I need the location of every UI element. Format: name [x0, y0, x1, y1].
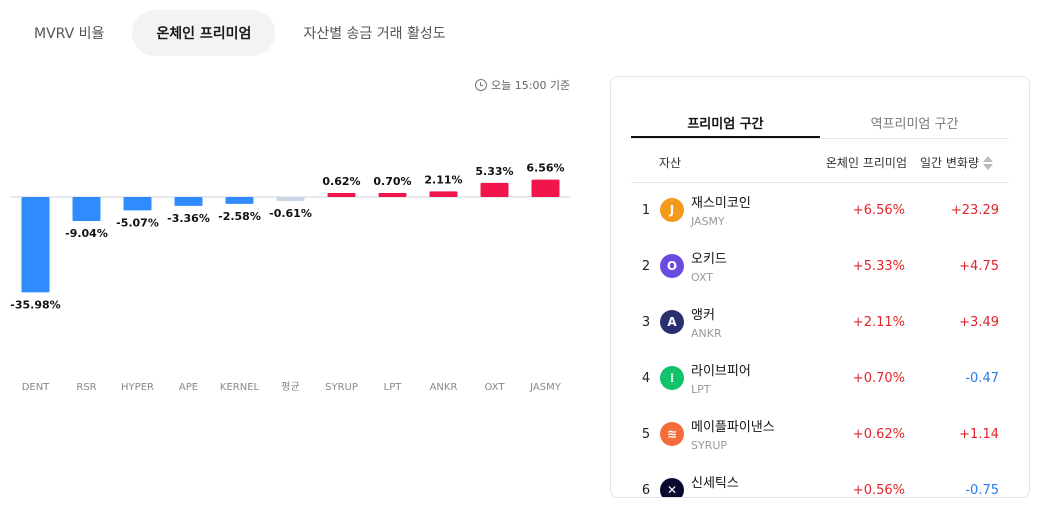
- premium-value: +6.56%: [852, 203, 905, 218]
- bar-평균[interactable]: [276, 197, 305, 201]
- bar-value-label: -0.61%: [269, 207, 312, 220]
- asset-symbol: JASMY: [691, 215, 725, 228]
- asset-name: 메이플파이낸스: [691, 420, 775, 435]
- bar-value-label: 2.11%: [424, 173, 462, 186]
- coin-logo-icon: ✕: [660, 478, 684, 497]
- table-row[interactable]: 5 ≋ 메이플파이낸스 SYRUP +0.62% +1.14: [631, 406, 1009, 462]
- bar-jasmy[interactable]: [531, 179, 560, 197]
- coin-logo-icon: ≋: [660, 422, 684, 446]
- table-row[interactable]: 6 ✕ 신세틱스 SNX +0.56% -0.75: [631, 462, 1009, 498]
- asset-name: 라이브피어: [691, 364, 751, 379]
- premium-ranking-panel: 프리미엄 구간 역프리미엄 구간 자산 온체인 프리미엄 일간 변화량 1 J 재스…: [610, 76, 1030, 498]
- timestamp: 오늘 15:00 기준: [475, 77, 570, 93]
- asset-name: 재스미코인: [691, 196, 751, 211]
- bar-value-label: -2.58%: [218, 210, 261, 223]
- daily-change-value: -0.47: [965, 371, 999, 386]
- header-asset: 자산: [659, 156, 682, 170]
- metric-tabs: MVRV 비율 온체인 프리미엄 자산별 송금 거래 활성도: [10, 10, 470, 56]
- tab-discount-zone[interactable]: 역프리미엄 구간: [870, 117, 959, 132]
- daily-change-value: -0.75: [965, 483, 999, 498]
- timestamp-label: 오늘 15:00 기준: [491, 79, 571, 92]
- premium-value: +5.33%: [852, 259, 905, 274]
- bar-value-label: 0.62%: [322, 175, 360, 188]
- tab-premium-zone[interactable]: 프리미엄 구간: [631, 103, 820, 138]
- bar-lpt[interactable]: [378, 193, 407, 197]
- sort-icon[interactable]: [983, 154, 993, 172]
- x-tick-label: RSR: [76, 382, 96, 393]
- tab-mvrv[interactable]: MVRV 비율: [34, 26, 105, 42]
- table-row[interactable]: 2 O 오키드 OXT +5.33% +4.75: [631, 238, 1009, 294]
- rank: 5: [641, 427, 651, 442]
- rank: 2: [641, 259, 651, 274]
- header-daily-change[interactable]: 일간 변화량: [919, 156, 979, 170]
- coin-logo-icon: A: [660, 310, 684, 334]
- bar-kernel[interactable]: [225, 197, 254, 204]
- asset-symbol: LPT: [691, 383, 711, 396]
- x-tick-label: JASMY: [529, 382, 562, 393]
- rank: 3: [641, 315, 651, 330]
- table-header: 자산 온체인 프리미엄 일간 변화량: [631, 139, 1009, 183]
- x-tick-label: LPT: [384, 382, 403, 393]
- bar-value-label: 5.33%: [475, 165, 513, 178]
- bar-ape[interactable]: [174, 197, 203, 206]
- premium-value: +0.56%: [852, 483, 905, 498]
- x-tick-label: OXT: [484, 382, 505, 393]
- asset-symbol: SNX: [691, 495, 714, 497]
- bar-dent[interactable]: [21, 197, 50, 293]
- bar-value-label: -9.04%: [65, 227, 108, 240]
- bar-ankr[interactable]: [429, 191, 458, 197]
- asset-name: 앵커: [691, 308, 715, 323]
- table-row[interactable]: 3 A 앵커 ANKR +2.11% +3.49: [631, 294, 1009, 350]
- bar-hyper[interactable]: [123, 197, 152, 211]
- asset-symbol: SYRUP: [691, 439, 728, 452]
- rank: 4: [641, 371, 651, 386]
- rank: 1: [641, 203, 651, 218]
- coin-logo-icon: J: [660, 198, 684, 222]
- x-tick-label: KERNEL: [220, 382, 260, 393]
- coin-logo-icon: O: [660, 254, 684, 278]
- premium-bar-chart: -35.98% DENT -9.04% RSR -5.07% HYPER -3.36% APE…: [10, 162, 570, 393]
- x-tick-label: HYPER: [121, 382, 154, 393]
- bar-value-label: 6.56%: [526, 162, 564, 175]
- panel-tabs: 프리미엄 구간 역프리미엄 구간: [631, 103, 1009, 139]
- ranking-list: 1 J 재스미코인 JASMY +6.56% +23.29 2 O 오키드 OXT +5.33% +4…: [631, 182, 1009, 498]
- clock-icon: [475, 79, 487, 91]
- asset-name: 신세틱스: [691, 476, 739, 491]
- x-tick-label: SYRUP: [325, 382, 358, 393]
- premium-value: +2.11%: [852, 315, 905, 330]
- asset-symbol: OXT: [691, 271, 714, 284]
- tab-onchain-premium[interactable]: 온체인 프리미엄: [132, 10, 276, 56]
- bar-oxt[interactable]: [480, 182, 509, 197]
- x-tick-label: ANKR: [430, 382, 458, 393]
- bar-rsr[interactable]: [72, 197, 101, 221]
- asset-name: 오키드: [691, 252, 727, 267]
- rank: 6: [641, 483, 651, 498]
- daily-change-value: +23.29: [950, 203, 999, 218]
- premium-value: +0.62%: [852, 427, 905, 442]
- daily-change-value: +3.49: [959, 315, 999, 330]
- header-premium[interactable]: 온체인 프리미엄: [825, 156, 907, 170]
- premium-value: +0.70%: [852, 371, 905, 386]
- daily-change-value: +1.14: [959, 427, 999, 442]
- bar-value-label: 0.70%: [373, 175, 411, 188]
- x-tick-label: APE: [179, 382, 198, 393]
- bar-syrup[interactable]: [327, 193, 356, 197]
- table-row[interactable]: 4 ⁞ 라이브피어 LPT +0.70% -0.47: [631, 350, 1009, 406]
- tab-transfer-activity[interactable]: 자산별 송금 거래 활성도: [303, 26, 446, 42]
- coin-logo-icon: ⁞: [660, 366, 684, 390]
- bar-value-label: -35.98%: [10, 298, 60, 311]
- table-row[interactable]: 1 J 재스미코인 JASMY +6.56% +23.29: [631, 182, 1009, 238]
- x-tick-label: DENT: [22, 382, 50, 393]
- asset-symbol: ANKR: [691, 327, 722, 340]
- bar-value-label: -5.07%: [116, 216, 159, 229]
- x-tick-label: 평균: [281, 381, 299, 393]
- bar-value-label: -3.36%: [167, 212, 210, 225]
- daily-change-value: +4.75: [959, 259, 999, 274]
